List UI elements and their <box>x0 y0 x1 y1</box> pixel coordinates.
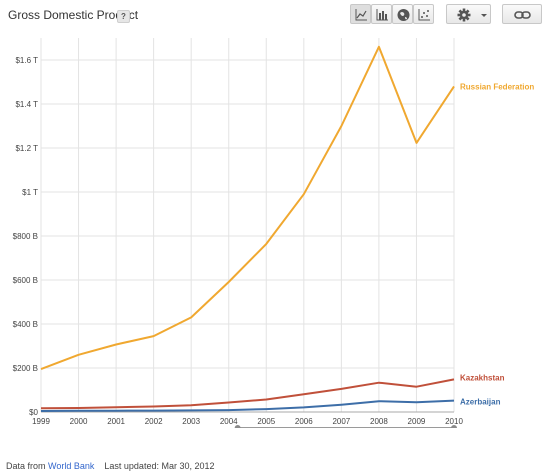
help-icon[interactable]: ? <box>117 10 130 23</box>
link-icon <box>514 11 531 19</box>
timeline-handle <box>234 425 241 428</box>
line-chart-icon[interactable] <box>350 4 371 24</box>
series-line <box>40 399 455 412</box>
series-label: Russian Federation <box>460 82 534 91</box>
x-tick-label: 2001 <box>107 417 125 426</box>
y-tick-label: $1.2 T <box>15 144 38 153</box>
scatter-chart-icon[interactable] <box>413 4 434 24</box>
source-link[interactable]: World Bank <box>48 461 95 471</box>
gear-icon <box>457 8 471 22</box>
x-tick-label: 2005 <box>257 417 275 426</box>
chart-grid <box>40 38 455 413</box>
last-updated: Last updated: Mar 30, 2012 <box>104 461 215 471</box>
chart-header: Gross Domestic Product ? <box>0 0 550 34</box>
timeline-selection-bar <box>237 427 454 428</box>
y-tick-label: $400 B <box>13 320 38 329</box>
chart-footer: Data from World Bank Last updated: Mar 3… <box>6 461 215 471</box>
y-tick-label: $0 <box>29 408 38 417</box>
y-tick-label: $600 B <box>13 276 38 285</box>
y-tick-label: $1.6 T <box>15 56 38 65</box>
x-tick-label: 2006 <box>295 417 313 426</box>
series-label: Kazakhstan <box>460 373 505 382</box>
series-line <box>40 378 455 410</box>
x-tick-label: 2010 <box>445 417 463 426</box>
x-tick-label: 2007 <box>332 417 350 426</box>
timeline-slider[interactable]: 1990199219941996199820002002200420062008… <box>40 425 463 428</box>
y-tick-label: $800 B <box>13 232 38 241</box>
x-tick-label: 2000 <box>70 417 88 426</box>
timeline-handle <box>451 425 457 428</box>
x-tick-label: 1999 <box>32 417 50 426</box>
line-chart: 1999 2000 2001 2002 2003 2004 2005 2006 2007 2008… <box>13 38 534 428</box>
link-button[interactable] <box>502 4 542 24</box>
x-tick-label: 2004 <box>220 417 238 426</box>
x-tick-label: 2009 <box>408 417 426 426</box>
x-tick-label: 2008 <box>370 417 388 426</box>
chevron-down-icon <box>481 14 487 17</box>
chart-series <box>40 45 455 412</box>
bar-chart-icon[interactable] <box>371 4 392 24</box>
chart-title: Gross Domestic Product <box>8 8 139 22</box>
globe-map-icon[interactable] <box>392 4 413 24</box>
y-tick-label: $1.4 T <box>15 100 38 109</box>
source-prefix: Data from <box>6 461 46 471</box>
chart-axes: 1999 2000 2001 2002 2003 2004 2005 2006 2007 2008… <box>13 56 464 426</box>
series-label: Azerbaijan <box>460 398 501 407</box>
y-tick-label: $200 B <box>13 364 38 373</box>
x-tick-label: 2002 <box>145 417 163 426</box>
x-tick-label: 2003 <box>182 417 200 426</box>
settings-button[interactable] <box>446 4 491 24</box>
series-labels: Russian Federation Kazakhstan Azerbaijan <box>460 82 534 406</box>
series-line <box>40 45 455 371</box>
y-tick-label: $1 T <box>22 188 38 197</box>
